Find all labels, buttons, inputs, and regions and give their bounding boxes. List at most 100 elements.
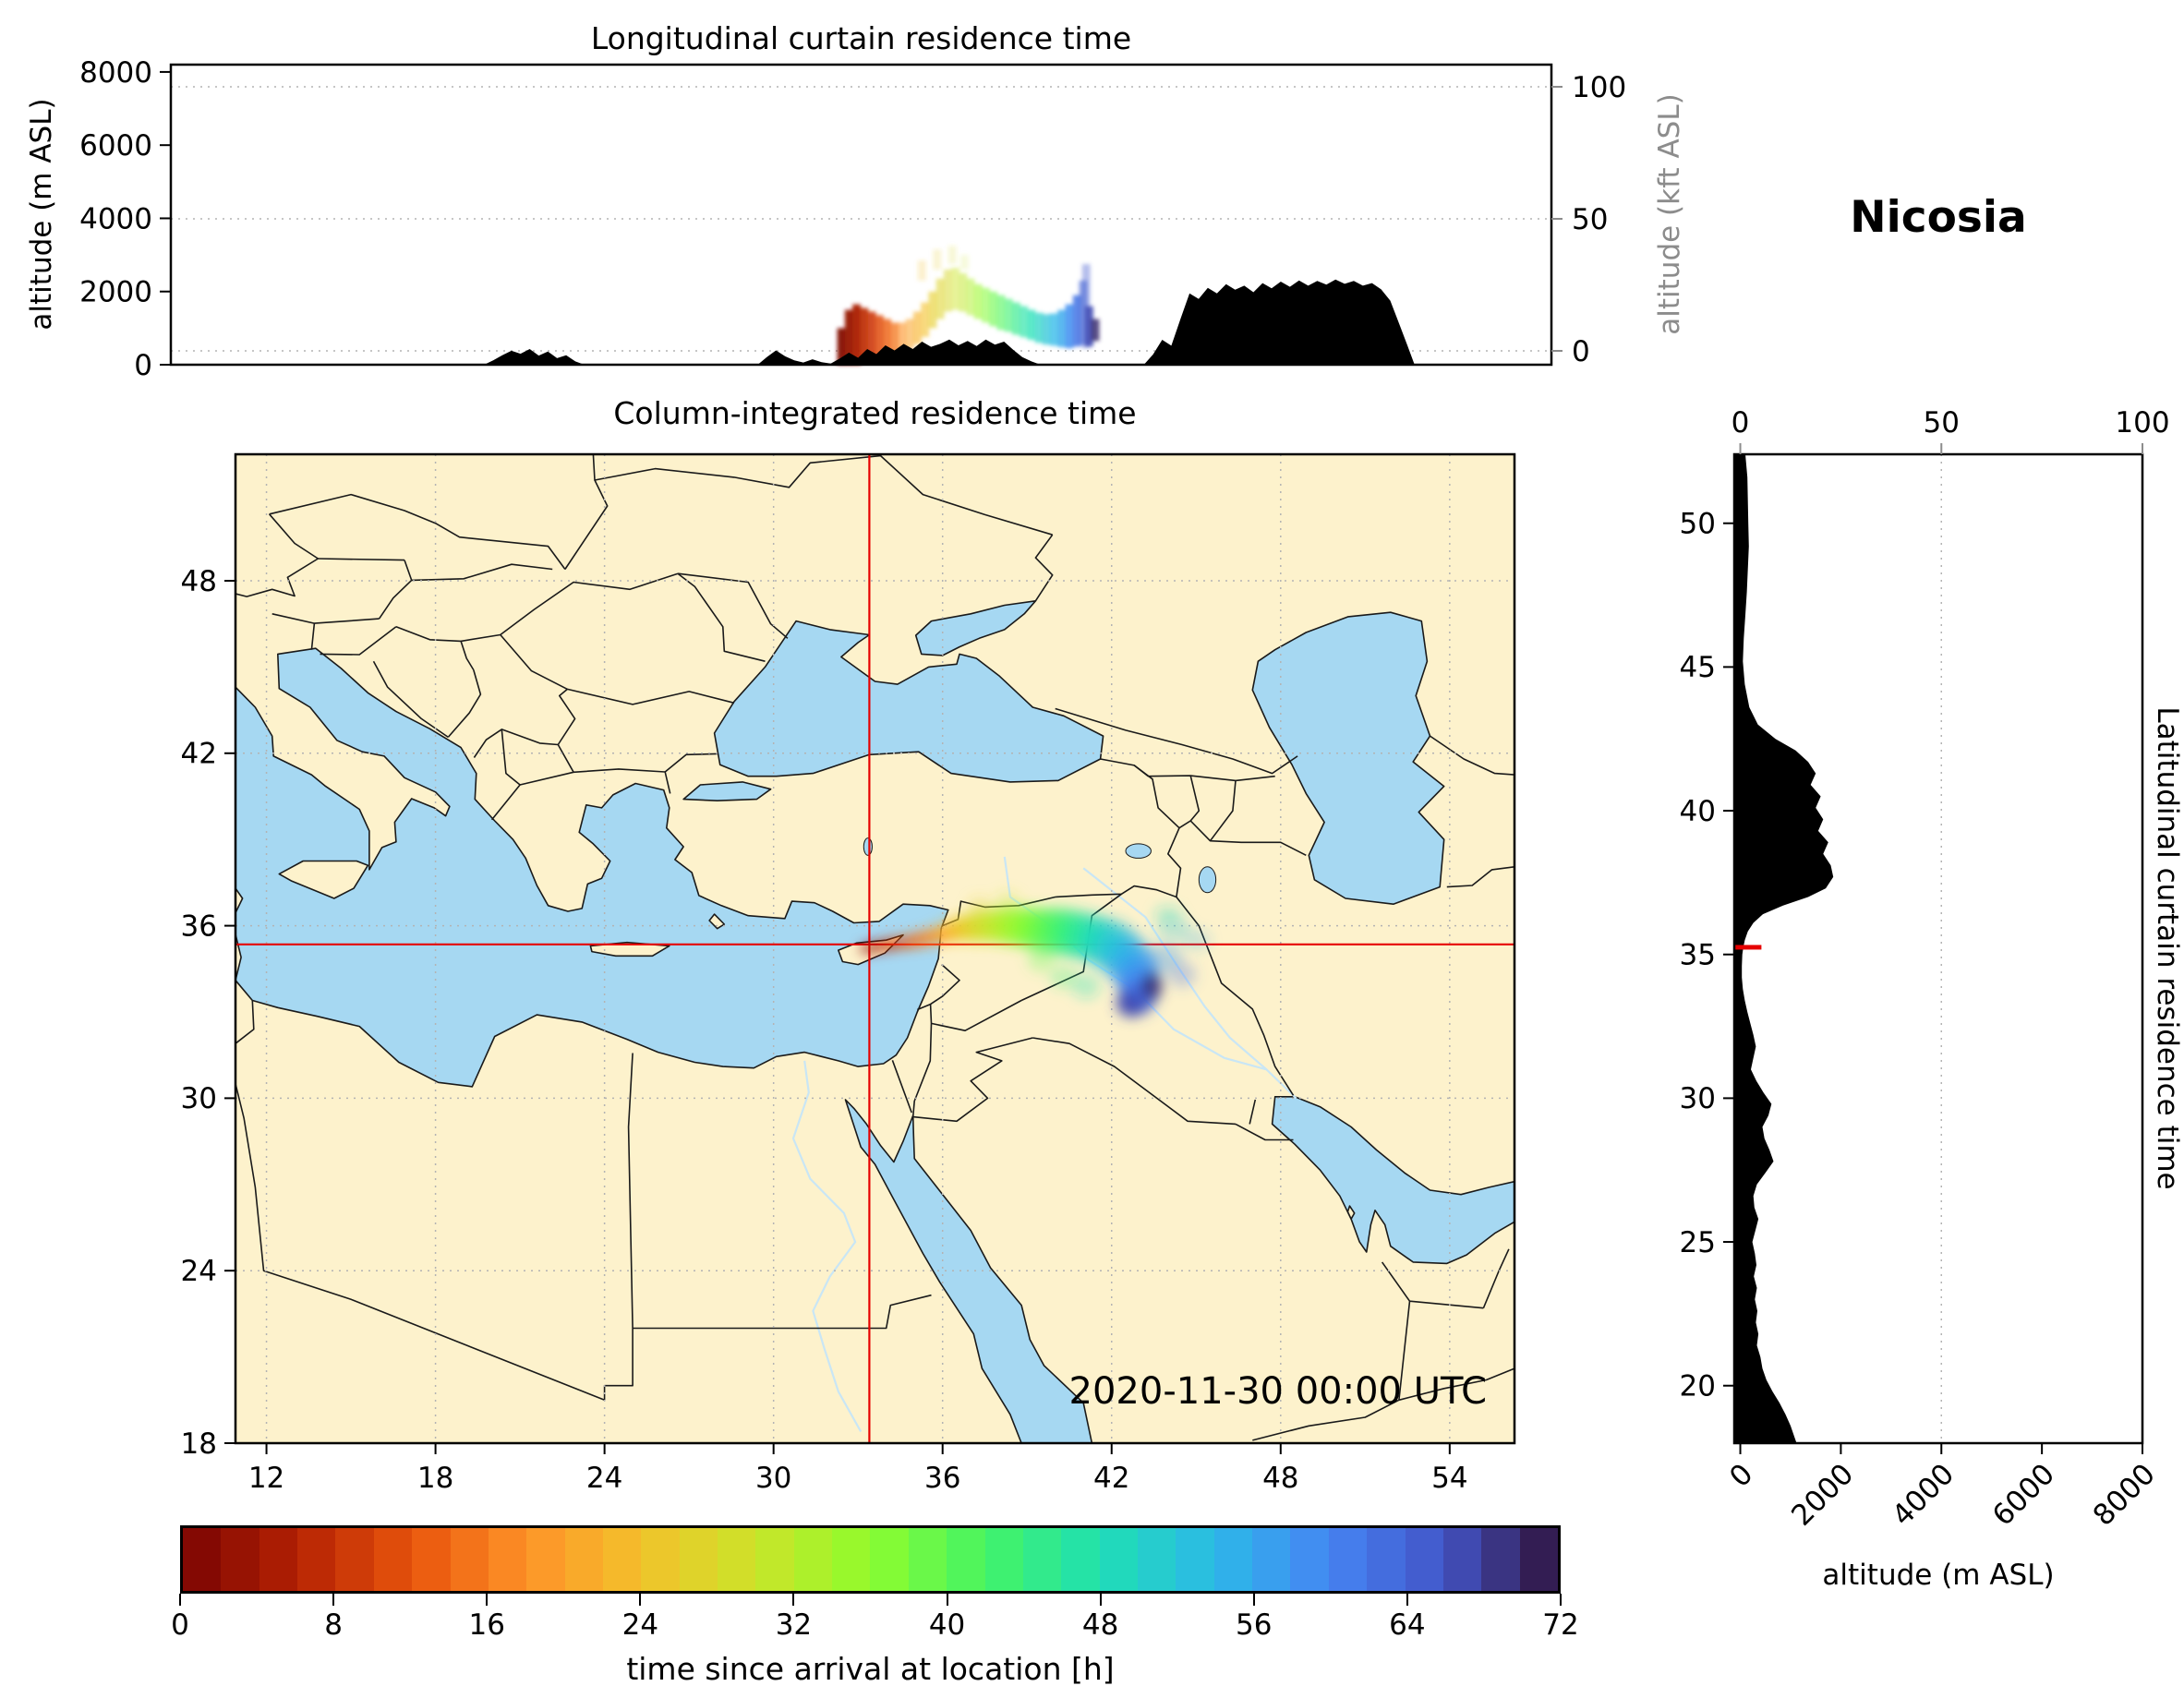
colorbar-segment	[1442, 1528, 1482, 1591]
colorbar-tick-label: 32	[775, 1608, 813, 1642]
colorbar-tick-label: 48	[1081, 1608, 1119, 1642]
residence-plume	[860, 891, 1211, 1018]
svg-text:12: 12	[248, 1462, 284, 1495]
border-line	[1055, 707, 1298, 775]
colorbar-tick-label: 0	[171, 1608, 189, 1642]
colorbar-tick-label: 40	[928, 1608, 966, 1642]
svg-text:50: 50	[1924, 406, 1960, 440]
border-line	[1430, 735, 1514, 776]
border-line	[1034, 534, 1054, 602]
map-plot: 12 18 24 30 36 42 48 54 18 24 30 36 42 48	[181, 452, 1516, 1495]
colorbar-segment	[297, 1528, 336, 1591]
svg-text:0: 0	[1572, 335, 1590, 368]
svg-text:54: 54	[1431, 1462, 1467, 1495]
colorbar-tick	[639, 1594, 642, 1606]
colorbar-tick-label: 8	[324, 1608, 343, 1642]
datetime-label: 2020-11-30 00:00 UTC	[1068, 1370, 1487, 1413]
colorbar-tick	[332, 1594, 335, 1606]
rhodes	[708, 913, 726, 930]
colorbar-segment	[564, 1528, 603, 1591]
colorbar-tick	[1560, 1594, 1562, 1606]
colorbar-tick-label: 72	[1542, 1608, 1579, 1642]
colorbar-tick-label: 16	[468, 1608, 505, 1642]
border-line	[519, 744, 574, 786]
border-line	[677, 572, 789, 639]
border-line	[891, 1060, 912, 1114]
colorbar-segment	[1519, 1528, 1558, 1591]
border-line	[269, 493, 566, 570]
colorbar-segment	[259, 1528, 298, 1591]
latitudinal-xlabel: altitude (m ASL)	[1822, 1559, 2055, 1592]
colorbar-segment	[679, 1528, 718, 1591]
border-line	[1176, 897, 1295, 1096]
latitude-ticks: 18 24 30 36 42 48	[181, 565, 235, 1461]
border-line	[320, 626, 397, 656]
red-sea	[844, 1099, 1093, 1443]
svg-text:20: 20	[1680, 1370, 1716, 1403]
colorbar-label: time since arrival at location [h]	[626, 1651, 1115, 1687]
border-line	[1189, 775, 1201, 822]
border-line	[1032, 1037, 1237, 1126]
colorbar-segment	[221, 1528, 259, 1591]
svg-text:30: 30	[755, 1462, 791, 1495]
nile-river	[791, 1060, 863, 1433]
colorbar-tick	[946, 1594, 948, 1606]
altitude-ticks-left: 0 2000 4000 6000 8000	[79, 56, 171, 382]
border-line	[411, 563, 553, 582]
colorbar-segment	[718, 1528, 756, 1591]
terrain-silhouette	[1734, 454, 1834, 1443]
border-line	[235, 1000, 255, 1044]
longitudinal-ylabel-left: altitude (m ASL)	[25, 98, 58, 331]
svg-text:42: 42	[181, 738, 217, 771]
colorbar-segment	[1481, 1528, 1520, 1591]
panel-frame	[1732, 452, 2144, 1445]
country-borders	[235, 454, 1514, 1441]
colorbar	[180, 1525, 1561, 1594]
border-line	[931, 999, 1022, 1031]
border-line	[271, 613, 380, 624]
colorbar-segment	[641, 1528, 680, 1591]
border-line	[1209, 780, 1237, 842]
svg-text:0: 0	[134, 349, 152, 382]
colorbar-segment	[793, 1528, 833, 1591]
colorbar-segment	[1367, 1528, 1406, 1591]
sicily	[278, 860, 369, 899]
longitudinal-curtain-panel: 0 2000 4000 6000 8000 0 50 100	[79, 56, 1626, 382]
svg-text:100: 100	[1572, 71, 1626, 104]
svg-text:0: 0	[1732, 406, 1750, 440]
crete	[589, 941, 670, 957]
colorbar-tick-label: 64	[1389, 1608, 1426, 1642]
latitudinal-curtain-plot: 20 25 30 35 40 45 50 0 50 100 0 2000 4000 6000 8000	[1680, 406, 2170, 1533]
map-panel: 12 18 24 30 36 42 48 54 18 24 30 36 42 48	[181, 452, 1516, 1495]
border-line	[1178, 820, 1307, 857]
lake-urmia	[1198, 866, 1217, 894]
gridlines-kft	[171, 86, 1551, 352]
svg-text:18: 18	[417, 1462, 453, 1495]
longitudinal-ylabel-right: altitude (kft ASL)	[1653, 93, 1686, 335]
colorbar-segment	[832, 1528, 871, 1591]
border-line	[592, 454, 1053, 536]
colorbar-segment	[450, 1528, 489, 1591]
sea-of-azov	[914, 600, 1037, 656]
border-line	[633, 1294, 932, 1330]
border-line	[235, 1083, 633, 1402]
svg-text:4000: 4000	[1886, 1458, 1961, 1533]
colorbar-segment	[373, 1528, 413, 1591]
colorbar-segment	[1061, 1528, 1100, 1591]
colorbar-segment	[1252, 1528, 1291, 1591]
border-line	[916, 964, 960, 1011]
border-line	[404, 560, 413, 581]
colorbar-segment	[1137, 1528, 1176, 1591]
colorbar-segment	[412, 1528, 451, 1591]
colorbar-segment	[1099, 1528, 1138, 1591]
border-line	[567, 688, 735, 705]
border-line	[677, 572, 766, 662]
colorbar-tick	[179, 1594, 181, 1606]
border-line	[372, 660, 449, 739]
border-line	[1249, 1099, 1257, 1125]
svg-text:36: 36	[181, 909, 217, 943]
border-line	[1398, 1367, 1514, 1402]
station-marker	[1734, 945, 1762, 950]
colorbar-segment	[1405, 1528, 1443, 1591]
altitude-ticks-bottom: 0 2000 4000 6000 8000	[1723, 1443, 2162, 1533]
